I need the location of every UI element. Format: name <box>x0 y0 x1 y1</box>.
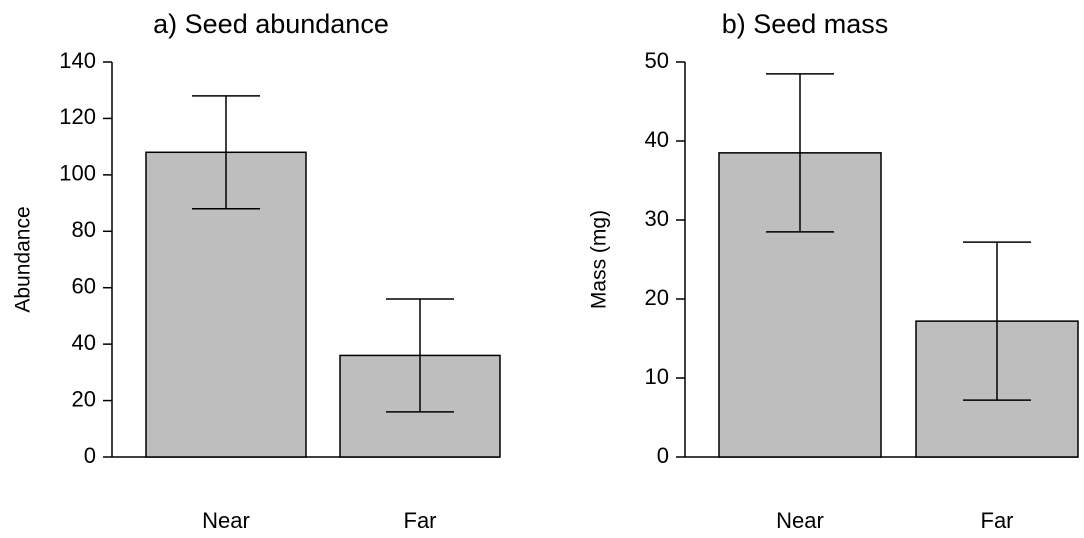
y-tick-label: 40 <box>645 127 669 152</box>
y-tick-label: 140 <box>59 48 96 73</box>
x-tick-label: Far <box>404 508 437 533</box>
x-tick-label: Far <box>981 508 1014 533</box>
chart-title: a) Seed abundance <box>153 9 389 39</box>
y-tick-label: 10 <box>645 364 669 389</box>
y-axis-label: Abundance <box>12 206 35 312</box>
y-tick-label: 0 <box>84 443 96 468</box>
y-tick-label: 0 <box>657 443 669 468</box>
y-tick-label: 80 <box>72 217 96 242</box>
y-tick-label: 120 <box>59 104 96 129</box>
x-tick-label: Near <box>202 508 250 533</box>
y-tick-label: 100 <box>59 161 96 186</box>
chart-title: b) Seed mass <box>722 9 889 39</box>
y-tick-label: 30 <box>645 206 669 231</box>
y-tick-label: 40 <box>72 330 96 355</box>
y-tick-label: 20 <box>645 285 669 310</box>
y-tick-label: 20 <box>72 386 96 411</box>
x-tick-label: Near <box>776 508 824 533</box>
y-tick-label: 60 <box>72 274 96 299</box>
y-axis-label: Mass (mg) <box>588 210 611 309</box>
y-tick-label: 50 <box>645 48 669 73</box>
